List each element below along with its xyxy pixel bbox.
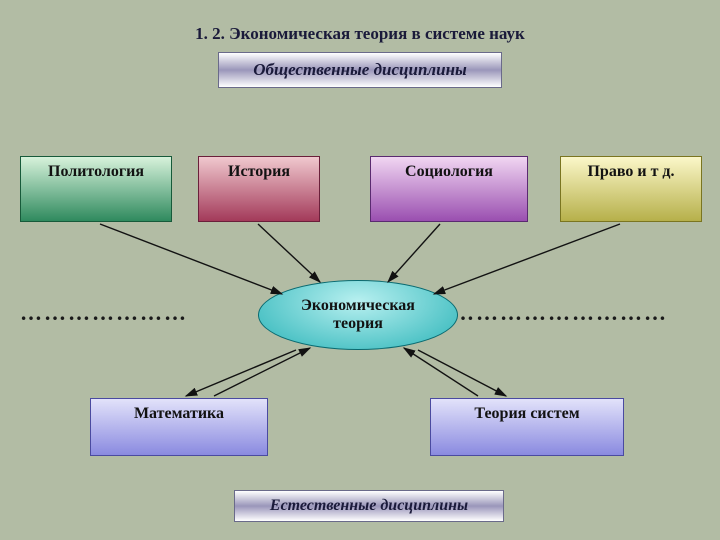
center-econ-theory: Экономическая теория: [258, 280, 458, 350]
box-math: Математика: [90, 398, 268, 456]
box-label: Политология: [48, 163, 144, 181]
box-label: Социология: [405, 163, 493, 181]
arrow-history: [258, 224, 320, 282]
box-label: Математика: [134, 405, 224, 423]
arrow-sys-in: [404, 348, 478, 396]
box-systems: Теория систем: [430, 398, 624, 456]
arrow-law: [434, 224, 620, 294]
box-politology: Политология: [20, 156, 172, 222]
box-label: Теория систем: [474, 405, 579, 423]
divider-dots-right: ………………………: [452, 300, 712, 326]
diagram-canvas: 1. 2. Экономическая теория в системе нау…: [0, 0, 720, 540]
box-label: Право и т д.: [587, 163, 674, 181]
arrow-politology: [100, 224, 282, 294]
box-history: История: [198, 156, 320, 222]
arrow-sys-out: [418, 350, 506, 396]
diagram-title: 1. 2. Экономическая теория в системе нау…: [0, 24, 720, 44]
arrow-math-in: [214, 348, 310, 396]
box-label: История: [228, 163, 290, 181]
box-law: Право и т д.: [560, 156, 702, 222]
box-sociology: Социология: [370, 156, 528, 222]
divider-dots-left: …………………: [20, 300, 264, 326]
arrow-sociology: [388, 224, 440, 282]
footer-natural-disciplines: Естественные дисциплины: [234, 490, 504, 522]
header-social-disciplines: Общественные дисциплины: [218, 52, 502, 88]
arrow-math-out: [186, 350, 296, 396]
